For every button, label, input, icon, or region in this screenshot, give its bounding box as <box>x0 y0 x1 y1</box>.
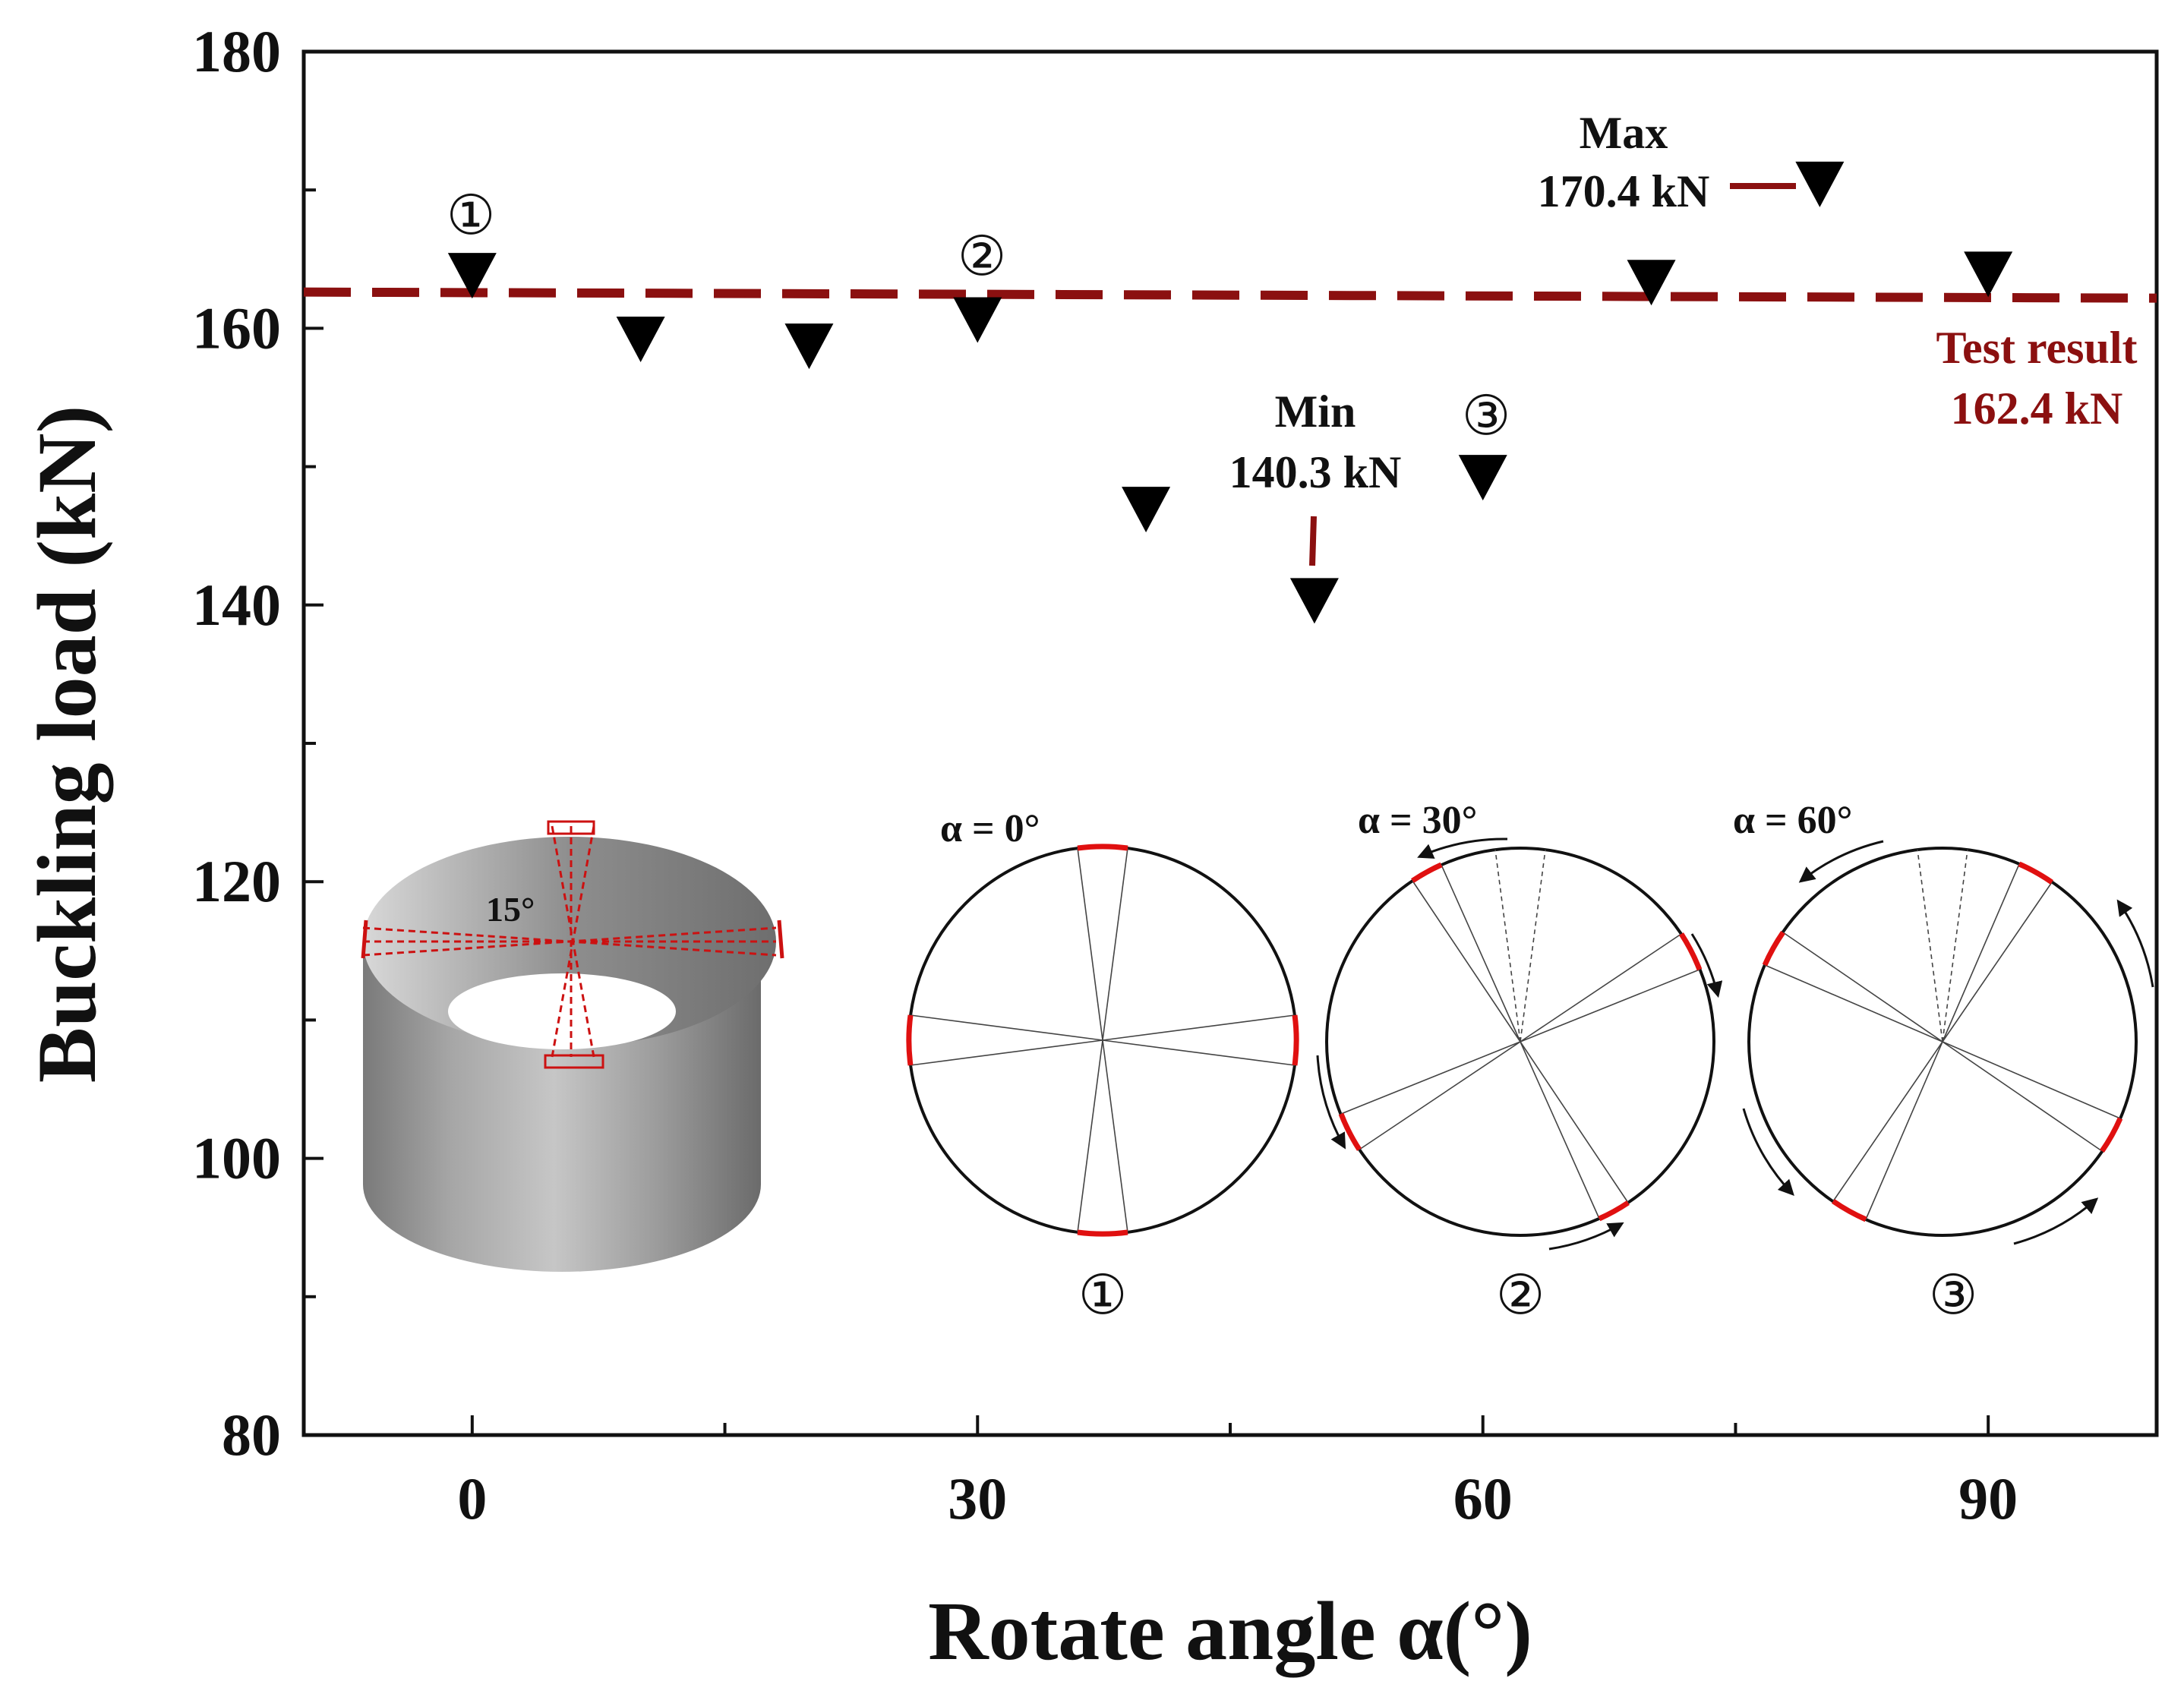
min-leader-line <box>1309 516 1317 566</box>
cylinder-opening <box>448 973 676 1049</box>
y-tick-label: 100 <box>192 1125 281 1191</box>
data-point-marker <box>1122 487 1171 533</box>
circle-section-lines <box>1340 864 1700 1219</box>
x-axis-ticks: 0 30 60 90 <box>457 1415 2018 1531</box>
max-annotation-title: Max <box>1580 108 1668 158</box>
data-point-marker <box>953 297 1002 343</box>
y-tick-label: 80 <box>222 1402 281 1468</box>
circle-outline <box>1747 847 2138 1237</box>
y-axis-title: Buckling load (kN) <box>21 405 113 1083</box>
cylinder-inset: 15° <box>361 820 784 1272</box>
cylinder-left-patch <box>361 919 368 959</box>
circle-alpha-30-label: α = 30° <box>1358 799 1477 842</box>
cylinder-right-patch <box>777 919 784 959</box>
circle-dashed-marks <box>1494 849 1546 1042</box>
circle-inset-alpha-0: α = 0° ① <box>906 807 1299 1326</box>
circle-outline <box>1325 847 1715 1237</box>
max-annotation-value: 170.4 kN <box>1538 166 1710 216</box>
y-tick-label: 160 <box>192 295 281 361</box>
test-result-value: 162.4 kN <box>1951 383 2123 434</box>
cylinder-bottom-patch <box>544 1054 604 1069</box>
y-tick-label: 180 <box>192 18 281 84</box>
circle-section-lines <box>910 847 1296 1233</box>
data-point-marker <box>1458 455 1507 501</box>
circled-label-two: ② <box>958 224 1007 288</box>
data-point-marker <box>1289 578 1339 624</box>
rotation-arrow <box>1798 840 1884 883</box>
cylinder-top-patch <box>547 820 595 835</box>
data-point-marker <box>1627 260 1676 306</box>
data-point-marker <box>1795 161 1845 207</box>
data-point-marker <box>1964 251 2013 298</box>
rotation-arrow <box>1417 837 1508 859</box>
circled-label-three: ③ <box>1462 383 1511 447</box>
y-tick-label: 120 <box>192 848 281 914</box>
circle-section-lines <box>1764 863 2121 1220</box>
rotation-arrow <box>1548 1222 1624 1251</box>
data-point-marker <box>784 323 834 370</box>
rotation-arrow <box>1690 933 1723 998</box>
circle-number-one: ① <box>1078 1263 1128 1326</box>
data-point-marker <box>447 253 497 299</box>
circle-dashed-marks <box>1917 849 1968 1042</box>
circle-alpha-60-label: α = 60° <box>1733 799 1852 842</box>
circle-inset-alpha-30: α = 30° ② <box>1316 799 1723 1326</box>
rotation-arrow <box>1316 1055 1346 1150</box>
circle-red-arcs <box>1762 861 2123 1222</box>
circled-label-one: ① <box>447 183 496 247</box>
circle-alpha-0-label: α = 0° <box>940 807 1040 850</box>
rotation-arrow <box>1742 1108 1794 1197</box>
x-tick-label: 0 <box>457 1465 487 1531</box>
x-tick-label: 90 <box>1958 1465 2018 1531</box>
x-axis-title: Rotate angle α(°) <box>928 1585 1532 1677</box>
data-point-marker <box>616 316 665 362</box>
x-tick-label: 60 <box>1453 1465 1513 1531</box>
min-annotation-value: 140.3 kN <box>1229 447 1402 497</box>
cylinder-section-lines <box>362 825 777 1058</box>
test-result-title: Test result <box>1936 323 2137 373</box>
circle-inset-alpha-60: α = 60° ③ <box>1733 799 2154 1326</box>
circle-red-arcs <box>1338 862 1703 1222</box>
data-series-markers <box>447 161 2013 624</box>
min-annotation-title: Min <box>1275 386 1356 437</box>
circle-number-two: ② <box>1496 1263 1545 1326</box>
circle-number-three: ③ <box>1929 1263 1978 1326</box>
rotation-arrow <box>2116 899 2154 988</box>
y-tick-label: 140 <box>192 572 281 638</box>
test-result-reference-line <box>303 287 2157 303</box>
cylinder-angle-label: 15° <box>486 890 535 929</box>
circle-red-arcs <box>906 844 1299 1237</box>
rotation-arrow <box>2013 1197 2099 1245</box>
y-axis-ticks: 80 100 120 140 160 180 <box>192 18 323 1468</box>
x-tick-label: 30 <box>948 1465 1007 1531</box>
